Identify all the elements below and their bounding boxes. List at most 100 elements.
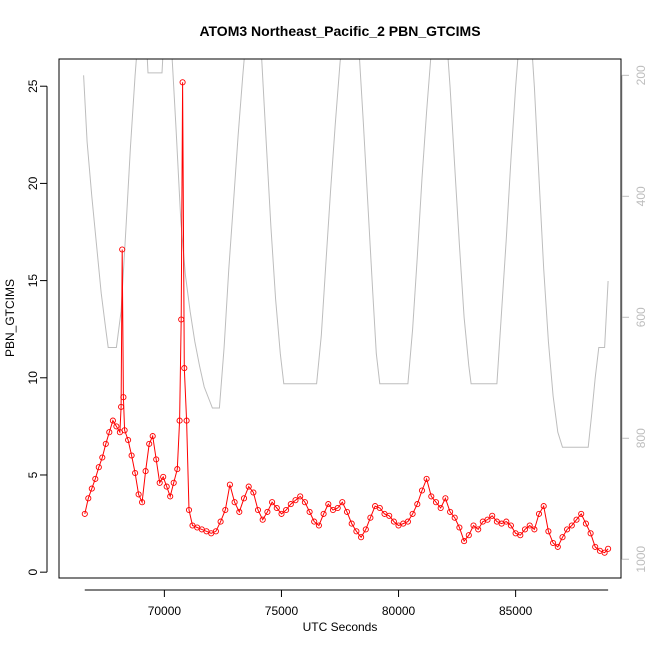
- chart-title: ATOM3 Northeast_Pacific_2 PBN_GTCIMS: [199, 23, 480, 39]
- data-point: [568, 522, 575, 529]
- data-point: [423, 475, 430, 482]
- data-point: [135, 491, 142, 498]
- data-point: [334, 504, 341, 512]
- data-point: [409, 510, 416, 517]
- data-point: [367, 514, 374, 521]
- y-tick-label: 0: [26, 569, 40, 576]
- data-point: [601, 549, 608, 556]
- data-point: [311, 518, 318, 525]
- data-point: [226, 481, 233, 488]
- data-point: [592, 543, 599, 550]
- data-point: [273, 504, 280, 512]
- data-point: [278, 510, 285, 517]
- right-axis-series-layer: [83, 59, 609, 448]
- data-point: [81, 510, 88, 517]
- data-point: [564, 526, 571, 533]
- y-tick-label: 25: [26, 79, 40, 93]
- x-tick-label: 70000: [148, 604, 182, 618]
- data-point: [156, 479, 163, 486]
- data-point: [142, 468, 149, 475]
- right-axis-tick-label: 200: [634, 65, 648, 85]
- data-point: [102, 440, 109, 447]
- data-point: [437, 504, 444, 512]
- data-point: [178, 316, 185, 323]
- x-tick-label: 85000: [499, 604, 533, 618]
- data-point: [554, 543, 561, 550]
- data-point: [118, 403, 125, 410]
- data-point: [119, 246, 126, 253]
- data-point: [582, 520, 589, 527]
- data-point: [414, 501, 421, 508]
- data-point: [390, 518, 397, 525]
- data-point: [540, 503, 547, 510]
- right-axis-tick-label: 600: [634, 307, 648, 327]
- data-point: [125, 436, 132, 444]
- data-point: [120, 394, 127, 401]
- data-point: [121, 427, 128, 434]
- data-point: [254, 506, 262, 514]
- data-point: [245, 483, 252, 490]
- plot-frame: [58, 58, 622, 579]
- data-point: [484, 516, 491, 523]
- left-axis-series-layer: [81, 79, 612, 556]
- data-point: [605, 545, 612, 552]
- data-point: [362, 526, 369, 533]
- data-point: [181, 365, 188, 372]
- series-line-pbn: [84, 82, 609, 554]
- data-point: [222, 506, 229, 514]
- data-point: [176, 417, 183, 424]
- data-point: [503, 518, 510, 525]
- data-point: [573, 516, 580, 523]
- data-point: [461, 538, 468, 545]
- data-point: [470, 522, 477, 529]
- data-point: [153, 456, 160, 463]
- data-point: [264, 508, 271, 515]
- data-point: [386, 512, 393, 519]
- data-point: [451, 514, 458, 521]
- right-y-axis: 200 400 600 800 1000: [621, 65, 648, 573]
- data-point: [339, 499, 346, 506]
- data-point: [250, 489, 257, 496]
- y-axis: 0 5 10 15 20 25: [26, 79, 48, 576]
- y-tick-label: 20: [26, 176, 40, 190]
- data-point: [442, 495, 449, 502]
- data-point: [578, 510, 585, 517]
- data-point: [535, 510, 543, 517]
- data-point: [559, 534, 566, 541]
- data-point: [231, 499, 238, 506]
- data-point: [269, 499, 276, 506]
- data-point: [106, 429, 113, 436]
- data-point: [240, 495, 248, 502]
- data-point: [236, 508, 243, 515]
- data-point: [475, 526, 482, 533]
- data-point: [146, 440, 153, 447]
- data-point: [139, 499, 146, 506]
- data-point: [183, 417, 190, 424]
- data-point: [545, 528, 552, 535]
- data-point: [306, 508, 313, 515]
- x-tick-label: 75000: [265, 604, 299, 618]
- x-axis-label: UTC Seconds: [303, 620, 378, 634]
- data-point: [259, 516, 266, 523]
- data-point: [301, 499, 308, 506]
- data-point: [292, 497, 299, 504]
- data-point: [456, 524, 463, 531]
- data-point: [99, 454, 106, 461]
- data-point: [113, 423, 120, 430]
- data-point: [185, 506, 193, 514]
- data-point: [170, 479, 177, 486]
- right-axis-tick-label: 1000: [634, 546, 648, 573]
- data-point: [163, 483, 170, 490]
- data-point: [320, 510, 327, 517]
- data-point: [109, 417, 116, 424]
- data-point: [297, 493, 304, 500]
- data-point: [95, 464, 102, 471]
- y-tick-label: 5: [26, 471, 40, 478]
- right-axis-tick-label: 800: [634, 428, 648, 448]
- data-point: [343, 508, 351, 515]
- data-point: [358, 534, 365, 541]
- data-point: [174, 466, 181, 473]
- data-point: [404, 518, 411, 525]
